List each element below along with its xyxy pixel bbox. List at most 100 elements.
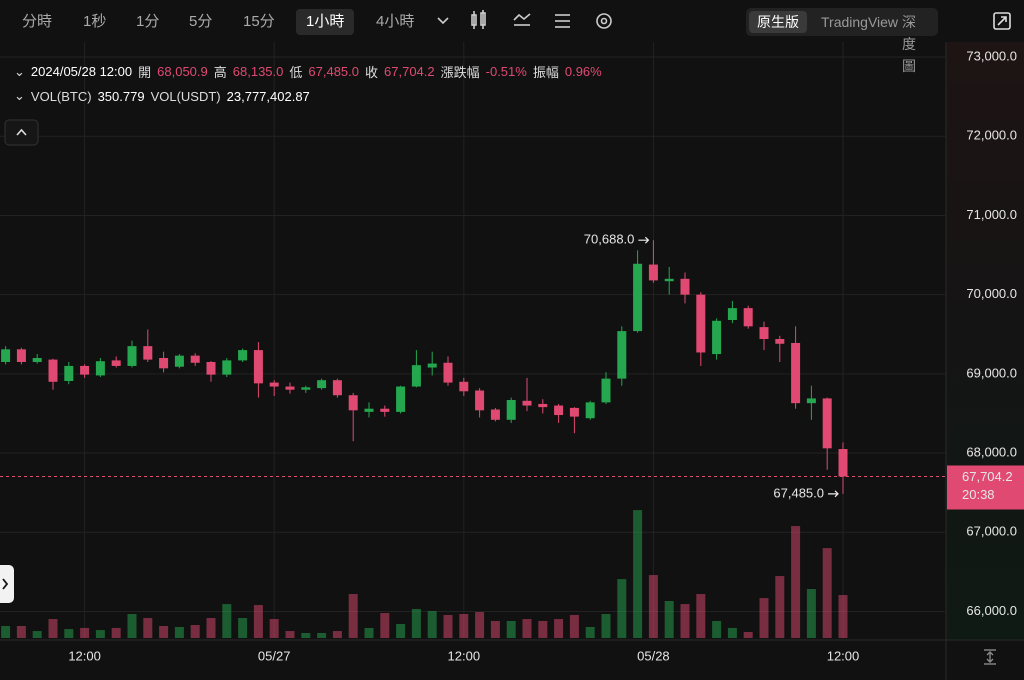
candle-body — [222, 360, 232, 375]
view-switch: 原生版 TradingView 深度圖 — [746, 8, 938, 74]
volume-bar — [190, 625, 200, 638]
volume-bar — [443, 614, 453, 638]
volume-bar — [585, 626, 595, 638]
volume-bar — [222, 604, 232, 638]
candle-body — [364, 408, 374, 412]
candle-body — [617, 331, 627, 379]
volume-bar — [32, 631, 42, 638]
x-tick-label: 12:00 — [68, 648, 101, 663]
volume-bar — [617, 579, 627, 638]
volume-bar — [490, 620, 500, 638]
info-label: 開 — [138, 65, 152, 80]
candle-body — [585, 402, 595, 419]
candle-body — [712, 320, 722, 355]
info-value: 23,777,402.87 — [226, 88, 310, 104]
volume-bar — [838, 595, 848, 638]
info-value: 0.96% — [564, 64, 602, 79]
candle-body — [806, 398, 816, 404]
volume-bar — [475, 612, 485, 638]
volume-bar — [348, 594, 358, 638]
collapse-arrow[interactable]: ⌄ — [14, 88, 25, 103]
candle-body — [380, 408, 390, 412]
candle-body — [775, 339, 785, 344]
y-tick-label: 69,000.0 — [966, 365, 1017, 380]
candle-body — [1, 349, 11, 362]
info-value: 67,485.0 — [308, 64, 359, 79]
info-label: 高 — [213, 65, 227, 80]
extreme-label: 70,688.0 — [584, 232, 635, 247]
volume-bar — [506, 620, 516, 638]
volume-bar — [48, 619, 58, 638]
candle-body — [838, 449, 848, 477]
ohlc-info: ⌄ 2024/05/28 12:00 開 68,050.9 高 68,135.0… — [14, 62, 602, 81]
interval[interactable]: 1秒 — [83, 13, 107, 30]
candle-body — [633, 263, 643, 332]
candle-body — [159, 358, 169, 369]
volume-bar — [159, 625, 169, 638]
volume-bar — [269, 619, 279, 638]
candle-body — [759, 327, 769, 340]
volume-bar — [459, 613, 469, 638]
info-time: 2024/05/28 12:00 — [30, 64, 133, 79]
candle-body — [317, 380, 327, 389]
candle-body — [80, 365, 90, 375]
info-label: VOL(BTC) — [30, 88, 92, 104]
candle-body — [174, 355, 184, 367]
volume-bar — [569, 614, 579, 638]
candle-body — [95, 361, 105, 376]
candle-body — [648, 264, 658, 281]
interval[interactable]: 15分 — [243, 13, 275, 30]
volume-bar — [680, 604, 690, 638]
info-value: 68,135.0 — [232, 64, 284, 79]
volume-bar — [727, 627, 737, 638]
candle-body — [522, 400, 532, 406]
extreme-label: 67,485.0 — [773, 485, 824, 500]
volume-bar — [554, 619, 564, 638]
y-tick-label: 68,000.0 — [966, 444, 1017, 459]
countdown-label: 20:38 — [962, 487, 995, 502]
volume-bar — [174, 626, 184, 638]
candle-body — [443, 362, 453, 383]
candle-body — [743, 308, 753, 327]
info-label: VOL(USDT) — [150, 88, 221, 104]
candle-body — [601, 378, 611, 403]
view-tab[interactable]: 深度圖 — [902, 14, 916, 74]
volume-bar — [664, 601, 674, 638]
volume-bar — [317, 632, 327, 638]
candle-body — [143, 346, 153, 360]
view-tab[interactable]: TradingView — [821, 14, 899, 30]
volume-bar — [806, 588, 816, 638]
interval[interactable]: 分時 — [22, 13, 53, 30]
candle-body — [459, 381, 469, 392]
view-tab[interactable]: 原生版 — [749, 11, 807, 33]
extreme-arrow — [638, 236, 650, 244]
volume-bar — [285, 631, 295, 638]
volume-bar — [633, 510, 643, 638]
info-label: 低 — [289, 65, 303, 80]
candle-body — [48, 359, 58, 382]
candle-body — [506, 399, 516, 420]
volume-bar — [80, 627, 90, 638]
interval[interactable]: 4小時 — [376, 13, 415, 30]
volume-bar — [427, 611, 437, 638]
volume-bar — [696, 594, 706, 638]
candle-body — [490, 409, 500, 420]
interval[interactable]: 1分 — [136, 13, 160, 30]
y-tick-label: 71,000.0 — [966, 207, 1017, 222]
volume-bar — [64, 629, 74, 638]
candle-body — [253, 350, 263, 384]
candle-body — [206, 361, 216, 375]
info-label: 漲跌幅 — [440, 65, 480, 80]
candle-body — [285, 386, 295, 390]
volume-bar — [522, 619, 532, 638]
y-tick-label: 66,000.0 — [966, 603, 1017, 618]
volume-bar — [332, 631, 342, 638]
extreme-arrow — [828, 490, 839, 498]
candle-body — [348, 395, 358, 411]
collapse-arrow[interactable]: ⌄ — [14, 63, 25, 79]
interval[interactable]: 5分 — [189, 13, 213, 30]
interval[interactable]: 1小時 — [296, 9, 355, 35]
candle-body — [680, 278, 690, 295]
volume-bar — [601, 613, 611, 638]
